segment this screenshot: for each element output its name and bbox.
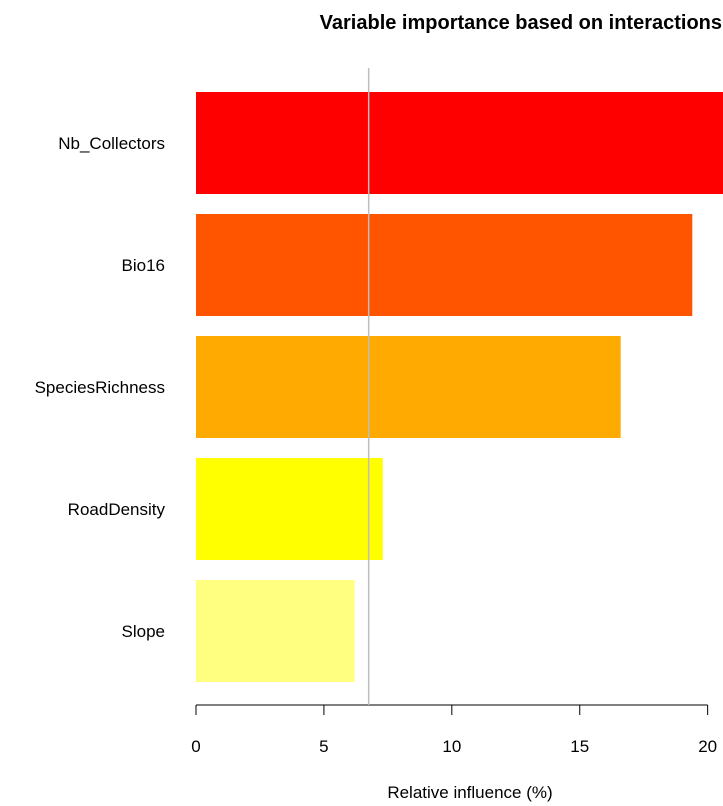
x-tick-label: 10 bbox=[442, 737, 461, 756]
chart-title: Variable importance based on interaction… bbox=[320, 12, 722, 34]
bar-slope bbox=[196, 580, 355, 682]
x-tick-label: 5 bbox=[319, 737, 328, 756]
category-label: Bio16 bbox=[122, 256, 165, 275]
x-tick-label: 20 bbox=[698, 737, 717, 756]
x-axis-title: Relative influence (%) bbox=[387, 783, 552, 802]
bar-speciesrichness bbox=[196, 336, 621, 438]
bars-group bbox=[196, 92, 723, 682]
x-axis: 0 5 10 15 20 bbox=[191, 704, 717, 756]
bar-nb-collectors bbox=[196, 92, 723, 194]
category-labels: Nb_Collectors Bio16 SpeciesRichness RoadDen… bbox=[35, 134, 166, 641]
category-label: Nb_Collectors bbox=[58, 134, 165, 153]
bar-roaddensity bbox=[196, 458, 383, 560]
category-label: SpeciesRichness bbox=[35, 378, 165, 397]
x-tick-label: 15 bbox=[570, 737, 589, 756]
category-label: Slope bbox=[122, 622, 165, 641]
category-label: RoadDensity bbox=[68, 500, 166, 519]
bar-bio16 bbox=[196, 214, 693, 316]
x-tick-label: 0 bbox=[191, 737, 200, 756]
